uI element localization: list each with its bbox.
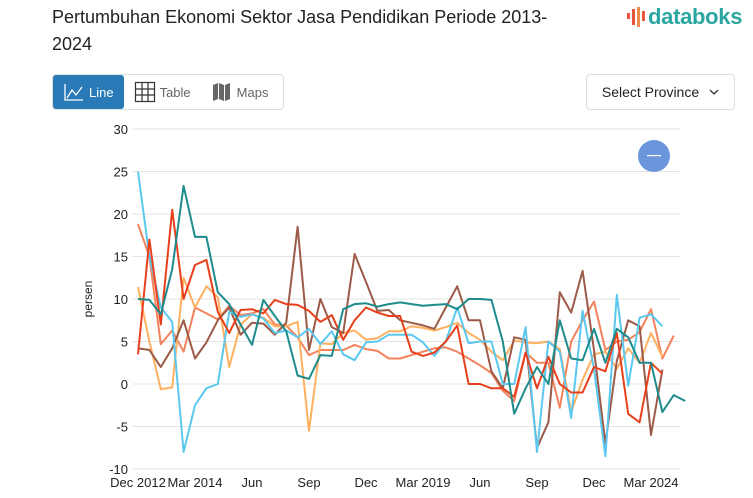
series-line-0[interactable] [137, 223, 675, 409]
series-line-2[interactable] [137, 225, 664, 449]
x-tick-label: Mar 2014 [168, 475, 223, 490]
tab-maps[interactable]: Maps [201, 75, 279, 109]
province-select[interactable]: Select Province [586, 74, 735, 110]
x-tick-label: Jun [242, 475, 263, 490]
tab-label: Maps [236, 84, 269, 100]
series-line-3[interactable] [137, 171, 664, 458]
series-line-5[interactable] [137, 184, 686, 415]
x-tick-label: Sep [297, 475, 320, 490]
y-tick-label: 20 [114, 207, 128, 222]
series-line-4[interactable] [137, 208, 664, 424]
x-tick-label: Dec [582, 475, 606, 490]
minus-icon [647, 155, 661, 157]
x-tick-label: Sep [525, 475, 548, 490]
x-tick-label: Mar 2024 [624, 475, 679, 490]
y-tick-label: 15 [114, 250, 128, 265]
x-tick-label: Mar 2019 [396, 475, 451, 490]
chart-title: Pertumbuhan Ekonomi Sektor Jasa Pendidik… [52, 7, 548, 54]
y-tick-label: 30 [114, 122, 128, 137]
y-tick-label: 25 [114, 165, 128, 180]
y-tick-label: -5 [116, 420, 128, 435]
x-tick-label: Dec 2012 [110, 475, 166, 490]
map-icon [212, 83, 230, 101]
chevron-down-icon [709, 89, 719, 95]
reset-zoom-button[interactable] [638, 140, 670, 172]
y-tick-label: 0 [121, 377, 128, 392]
tab-table[interactable]: Table [124, 75, 201, 109]
tab-line[interactable]: Line [53, 75, 124, 109]
tab-label: Line [89, 84, 114, 100]
y-axis-label: persen [81, 281, 95, 318]
databoks-logo: databoks [626, 4, 742, 30]
logo-text: databoks [648, 4, 743, 29]
line-chart-icon [64, 84, 83, 101]
y-tick-label: 10 [114, 292, 128, 307]
select-label: Select Province [601, 84, 700, 100]
logo-bars-icon [627, 7, 645, 27]
x-tick-label: Jun [470, 475, 491, 490]
y-tick-label: -10 [109, 462, 128, 477]
x-tick-label: Dec [354, 475, 378, 490]
table-icon [134, 81, 155, 103]
view-tabs: Line Table Maps [52, 74, 284, 110]
y-tick-label: 5 [121, 335, 128, 350]
tab-label: Table [159, 84, 191, 100]
series-line-1[interactable] [137, 276, 664, 432]
